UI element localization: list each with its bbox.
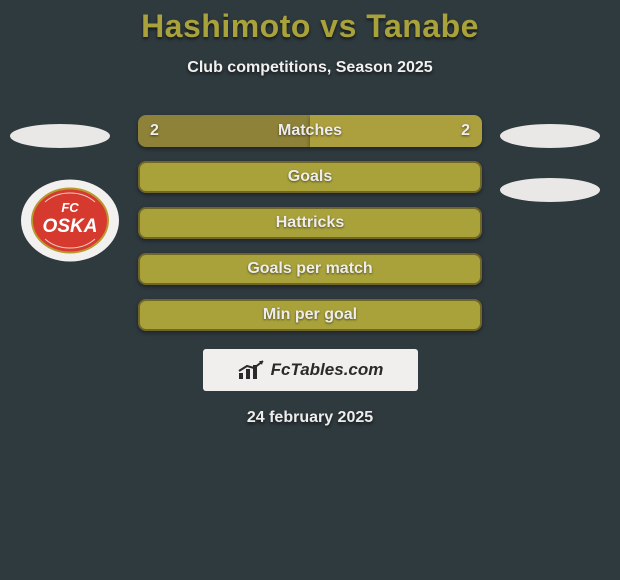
stat-bar-goals: Goals [138,161,482,193]
gpm-label: Goals per match [247,260,372,278]
bars-container: 2 2 Matches Goals Hattricks Goals per ma… [138,115,482,331]
goals-label: Goals [288,168,332,186]
content: Hashimoto vs Tanabe Club competitions, S… [0,0,620,580]
matches-label: Matches [278,122,342,140]
stat-bar-goals-per-match: Goals per match [138,253,482,285]
watermark: FcTables.com [203,349,418,391]
watermark-text: FcTables.com [271,360,384,380]
stats-rows: 2 2 Matches Goals Hattricks Goals per ma… [0,115,620,427]
hattricks-label: Hattricks [276,214,344,232]
matches-right-value: 2 [461,122,470,140]
stat-bar-matches: 2 2 Matches [138,115,482,147]
subtitle: Club competitions, Season 2025 [0,59,620,77]
stat-bar-hattricks: Hattricks [138,207,482,239]
page-title: Hashimoto vs Tanabe [0,0,620,45]
chart-icon [237,359,265,381]
date-text: 24 february 2025 [0,409,620,427]
matches-left-value: 2 [150,122,159,140]
mpg-label: Min per goal [263,306,357,324]
stat-bar-min-per-goal: Min per goal [138,299,482,331]
